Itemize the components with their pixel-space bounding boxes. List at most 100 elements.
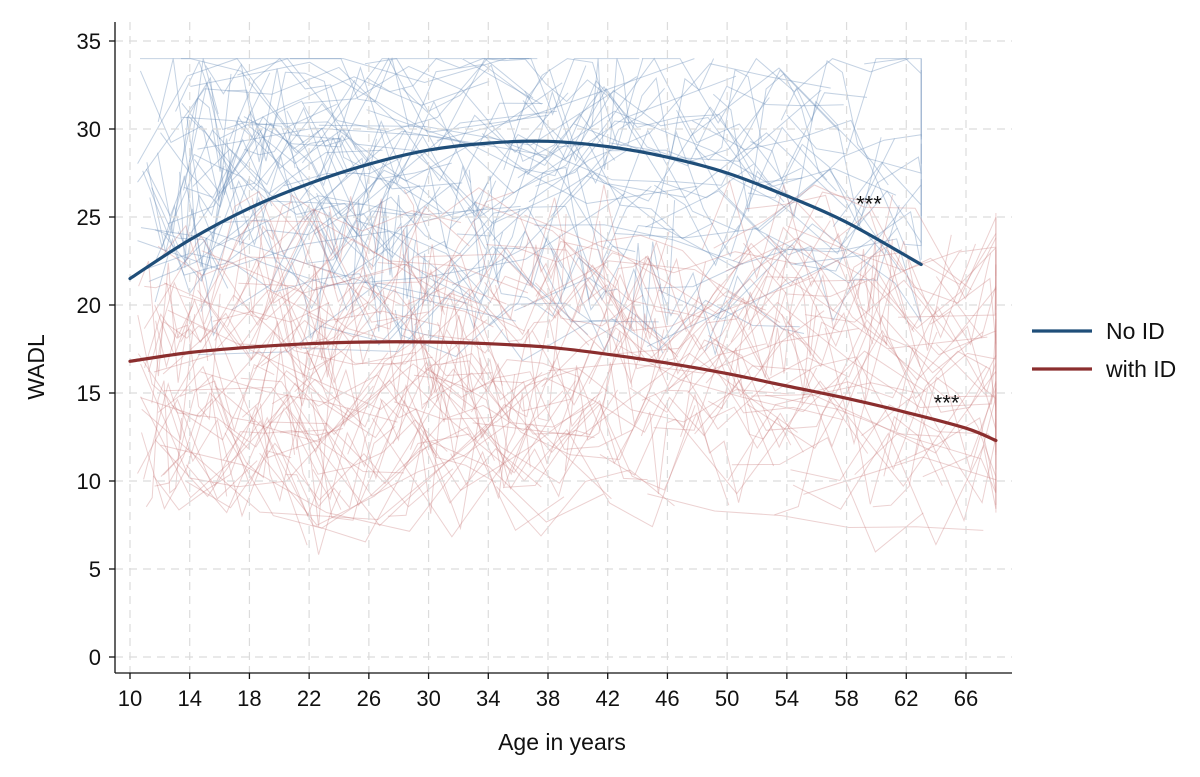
trajectory-line bbox=[586, 106, 897, 202]
trajectory-line bbox=[645, 184, 922, 265]
x-tick-label: 18 bbox=[237, 686, 261, 711]
trajectory-line bbox=[137, 66, 407, 183]
trajectory-line bbox=[479, 184, 629, 319]
trajectory-line bbox=[290, 56, 410, 129]
trajectory-line bbox=[354, 143, 632, 225]
y-tick-label: 35 bbox=[77, 29, 101, 54]
trajectory-line bbox=[792, 418, 997, 546]
trajectory-line bbox=[619, 345, 926, 413]
trajectory-line bbox=[423, 133, 754, 222]
trajectory-line bbox=[413, 292, 559, 348]
trajectory-line bbox=[730, 243, 976, 348]
trajectory-line bbox=[147, 252, 444, 340]
trajectory-line bbox=[247, 63, 531, 191]
trajectory-line bbox=[628, 303, 661, 372]
trajectory-line bbox=[766, 204, 900, 322]
trajectory-line bbox=[630, 200, 676, 331]
trajectory-line bbox=[247, 379, 603, 491]
trajectory-line bbox=[486, 69, 840, 186]
y-axis-title: WADL bbox=[23, 334, 49, 400]
trajectory-line bbox=[254, 246, 557, 370]
trajectory-line bbox=[278, 298, 389, 428]
trajectory-line bbox=[495, 233, 561, 342]
trajectory-line bbox=[435, 315, 596, 439]
trajectory-line bbox=[316, 138, 377, 260]
trajectory-line bbox=[403, 189, 461, 312]
trajectory-line bbox=[139, 70, 356, 175]
trajectory-line bbox=[548, 328, 859, 374]
trajectory-line bbox=[770, 276, 818, 376]
significance-annotations: *** *** bbox=[856, 192, 960, 416]
trajectory-line bbox=[163, 386, 488, 527]
trajectory-line bbox=[449, 200, 605, 317]
trajectory-line bbox=[528, 63, 831, 203]
trajectory-line bbox=[550, 245, 618, 311]
legend: No ID with ID bbox=[1032, 318, 1176, 382]
trajectory-line bbox=[179, 163, 213, 270]
trajectory-line bbox=[725, 237, 997, 356]
trajectory-line bbox=[864, 58, 922, 140]
trajectory-line bbox=[414, 374, 584, 498]
trajectory-line bbox=[240, 377, 404, 474]
trajectory-line bbox=[260, 349, 335, 371]
trajectory-line bbox=[186, 116, 267, 246]
trajectory-line bbox=[794, 156, 922, 272]
trajectory-line bbox=[218, 76, 490, 140]
trajectory-line bbox=[524, 87, 770, 163]
trajectory-line bbox=[402, 191, 514, 304]
trajectory-line bbox=[155, 293, 221, 421]
trajectory-line bbox=[347, 336, 458, 455]
trajectory-line bbox=[573, 89, 822, 162]
trajectory-line bbox=[552, 220, 831, 332]
trajectory-line bbox=[534, 224, 744, 265]
trajectory-line bbox=[541, 283, 721, 388]
trajectory-line bbox=[412, 164, 497, 249]
trajectory-line bbox=[456, 139, 625, 256]
trajectory-line bbox=[886, 249, 997, 345]
trajectory-line bbox=[341, 230, 617, 323]
trajectory-line bbox=[560, 329, 665, 438]
trajectory-line bbox=[419, 289, 477, 411]
series-line-with-id bbox=[128, 340, 998, 443]
trajectory-line bbox=[318, 266, 659, 362]
trajectory-line bbox=[391, 361, 576, 474]
trajectory-line bbox=[599, 379, 775, 476]
trajectory-line bbox=[725, 257, 972, 381]
trajectory-line bbox=[708, 347, 792, 446]
significance-marker: *** bbox=[856, 192, 882, 217]
trajectory-line bbox=[249, 252, 503, 386]
trajectory-line bbox=[271, 393, 382, 509]
trajectory-line bbox=[226, 257, 346, 353]
trajectory-line bbox=[160, 349, 281, 479]
trajectory-line bbox=[550, 251, 797, 322]
trajectory-line bbox=[857, 239, 893, 346]
trajectory-line bbox=[906, 246, 997, 359]
trajectory-line bbox=[387, 418, 480, 531]
trajectory-line bbox=[392, 366, 634, 450]
trajectory-line bbox=[331, 153, 573, 289]
trajectory-line bbox=[181, 58, 506, 84]
x-tick-label: 46 bbox=[655, 686, 679, 711]
trajectory-line bbox=[448, 293, 504, 354]
x-tick-label: 54 bbox=[775, 686, 799, 711]
trajectory-line bbox=[424, 360, 555, 476]
trajectory-line bbox=[713, 238, 922, 321]
trajectory-line bbox=[614, 169, 902, 273]
trajectory-line bbox=[364, 58, 587, 163]
trajectory-line bbox=[137, 230, 474, 299]
trajectory-line bbox=[694, 69, 762, 161]
trajectory-line bbox=[427, 313, 679, 428]
trajectory-line bbox=[648, 257, 805, 357]
trajectory-line bbox=[653, 309, 938, 433]
x-tick-label: 58 bbox=[834, 686, 858, 711]
trajectory-line bbox=[855, 234, 952, 351]
trajectory-line bbox=[402, 75, 737, 194]
trajectory-line bbox=[157, 350, 272, 450]
trajectory-line bbox=[269, 194, 336, 291]
trajectory-line bbox=[509, 58, 640, 116]
trajectory-line bbox=[691, 119, 922, 247]
trajectory-line bbox=[422, 345, 768, 461]
trajectory-line bbox=[704, 226, 898, 352]
trajectory-line bbox=[231, 204, 348, 311]
